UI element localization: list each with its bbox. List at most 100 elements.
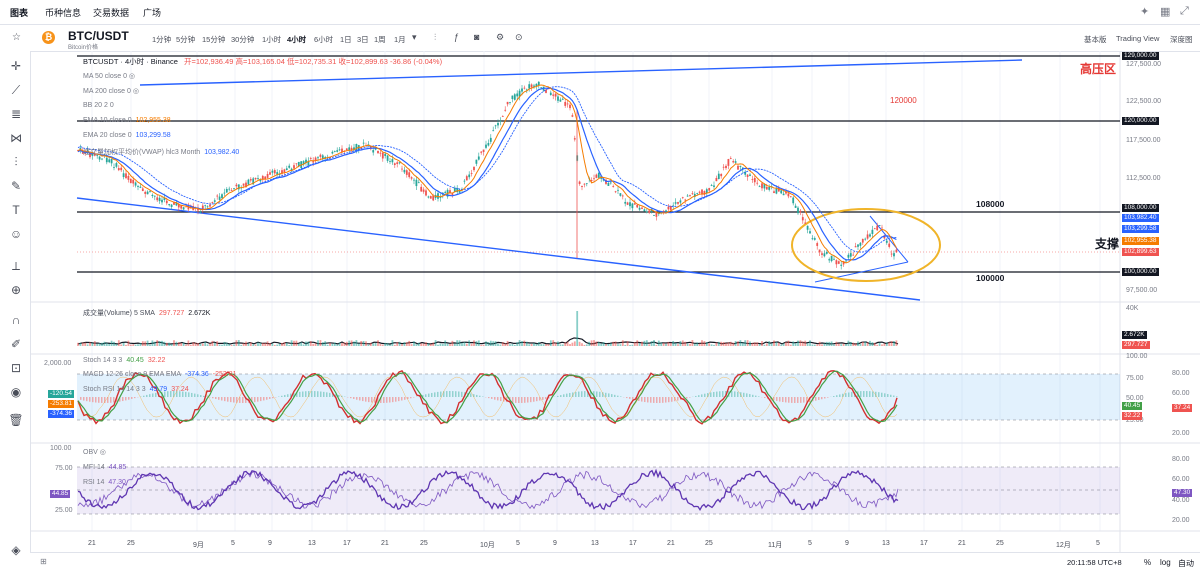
candle-body	[814, 238, 816, 240]
price-tick: 122,500.00	[1126, 98, 1161, 105]
volume-bar	[207, 344, 209, 346]
macd-bar	[788, 397, 790, 403]
candle-body	[219, 197, 221, 200]
volume-bar	[524, 341, 526, 346]
support-label[interactable]: 支撑	[1095, 235, 1119, 252]
volume-bar	[692, 340, 694, 346]
candle-body	[759, 186, 761, 187]
macd-bar	[269, 397, 271, 399]
volume-bar	[730, 342, 732, 346]
volume-bar	[677, 344, 679, 346]
macd-bar	[143, 396, 145, 397]
volume-bar	[785, 342, 787, 346]
ma50-legend[interactable]: MA 50 close 0 ◎	[83, 72, 135, 80]
macd-bar	[299, 392, 301, 397]
percent-toggle[interactable]: %	[1144, 558, 1151, 567]
candle-body	[274, 170, 276, 173]
volume-bar	[495, 341, 497, 346]
macd-hist-box: -120.54	[48, 390, 74, 398]
candle-body	[682, 197, 684, 198]
candle-body	[250, 179, 252, 180]
macd-bar	[575, 392, 577, 397]
lower-trendline[interactable]	[77, 198, 920, 300]
candle-body	[228, 189, 230, 190]
macd-bar	[428, 394, 430, 397]
volume-bar	[329, 343, 331, 346]
main-legend-title[interactable]: BTCUSDT · 4小时 · Binance	[83, 57, 178, 66]
auto-toggle[interactable]: 自动	[1178, 558, 1194, 569]
macd-bar	[836, 395, 838, 397]
macd-bar	[191, 393, 193, 397]
clock-time[interactable]: 20:11:58 UTC+8	[1067, 558, 1122, 567]
volume-bar	[176, 342, 178, 346]
level-120000-label[interactable]: 120000	[890, 96, 917, 105]
candle-body	[896, 250, 898, 253]
macd-bar	[86, 397, 88, 401]
volume-bar	[200, 344, 202, 346]
high-pressure-label[interactable]: 高压区	[1080, 60, 1116, 77]
volume-bar	[159, 341, 161, 346]
candle-body	[747, 175, 749, 177]
level-108000-label[interactable]: 108000	[976, 199, 1004, 209]
volume-bar	[814, 345, 816, 346]
bottom-bar: ⊞ 20:11:58 UTC+8 % log 自动	[30, 552, 1200, 572]
candle-body	[480, 152, 482, 153]
macd-bar	[560, 395, 562, 397]
macd-bar	[89, 397, 91, 402]
macd-bar	[134, 397, 136, 398]
macd-bar	[848, 393, 850, 397]
time-tick: 25	[420, 540, 428, 547]
candle-body	[848, 255, 850, 258]
macd-bar	[620, 396, 622, 397]
ma200-legend[interactable]: MA 200 close 0 ◎	[83, 87, 139, 95]
candle-body	[624, 202, 626, 204]
eye-icon[interactable]: ◎	[133, 88, 139, 95]
macd-bar	[200, 395, 202, 397]
obv-legend[interactable]: OBV ◎	[83, 448, 106, 456]
price-box-120000: 120,000.00	[1122, 117, 1159, 125]
ohlc-values: 开=102,936.49 高=103,165.04 低=102,735.31 收…	[184, 57, 442, 66]
macd-bar	[371, 397, 373, 402]
range-selector-icon[interactable]: ⊞	[40, 557, 47, 566]
support-ellipse[interactable]	[792, 209, 940, 281]
macd-legend[interactable]: MACD 12 26 close 9 EMA EMA-374.36-253.81	[83, 371, 237, 378]
level-100000-label[interactable]: 100000	[976, 273, 1004, 283]
eye-icon[interactable]: ◎	[129, 73, 135, 80]
volume-bar	[780, 345, 782, 346]
volume-bar	[588, 342, 590, 346]
volume-bar	[615, 341, 617, 346]
volume-bar	[651, 341, 653, 346]
candle-body	[780, 190, 782, 193]
volume-bar	[286, 343, 288, 346]
volume-bar	[401, 344, 403, 346]
volume-bar	[675, 343, 677, 346]
eye-icon[interactable]: ◎	[100, 449, 106, 456]
candle-body	[221, 194, 223, 198]
volume-label: 成交量(Volume) 5 SMA	[83, 310, 155, 317]
candle-body	[497, 123, 499, 125]
volume-bar	[418, 343, 420, 346]
volume-bar	[728, 342, 730, 346]
volume-bar	[610, 343, 612, 346]
volume-bar	[360, 341, 362, 346]
macd-bar	[584, 391, 586, 397]
bb-legend[interactable]: BB 20 2 0	[83, 102, 114, 109]
candle-body	[552, 95, 554, 96]
candle-body	[248, 180, 250, 185]
candle-body	[684, 200, 686, 201]
triangle-upper-line[interactable]	[870, 216, 908, 262]
log-toggle[interactable]: log	[1160, 558, 1171, 567]
candle-body	[420, 187, 422, 192]
volume-bar	[226, 343, 228, 346]
volume-bar	[344, 342, 346, 346]
candle-body	[824, 253, 826, 256]
